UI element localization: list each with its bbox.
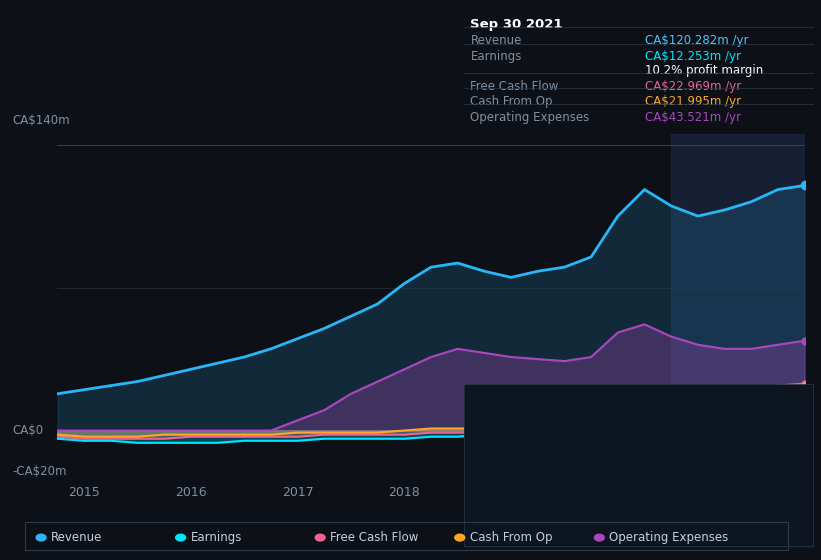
Text: 10.2% profit margin: 10.2% profit margin xyxy=(645,64,764,77)
Text: Cash From Op: Cash From Op xyxy=(470,531,552,544)
Text: -CA$20m: -CA$20m xyxy=(12,465,67,478)
Text: Earnings: Earnings xyxy=(190,531,242,544)
Text: Free Cash Flow: Free Cash Flow xyxy=(470,80,559,92)
Text: CA$120.282m /yr: CA$120.282m /yr xyxy=(645,34,749,46)
Text: Earnings: Earnings xyxy=(470,50,522,63)
Text: Revenue: Revenue xyxy=(470,34,522,46)
Text: Cash From Op: Cash From Op xyxy=(470,95,553,108)
Text: CA$43.521m /yr: CA$43.521m /yr xyxy=(645,111,741,124)
Text: Sep 30 2021: Sep 30 2021 xyxy=(470,18,563,31)
Text: CA$0: CA$0 xyxy=(12,424,44,437)
Text: Revenue: Revenue xyxy=(51,531,103,544)
Text: CA$22.969m /yr: CA$22.969m /yr xyxy=(645,80,741,92)
Text: Operating Expenses: Operating Expenses xyxy=(470,111,589,124)
Bar xyxy=(671,134,805,482)
Text: CA$12.253m /yr: CA$12.253m /yr xyxy=(645,50,741,63)
Text: Operating Expenses: Operating Expenses xyxy=(609,531,728,544)
Text: Free Cash Flow: Free Cash Flow xyxy=(330,531,419,544)
Text: CA$140m: CA$140m xyxy=(12,114,71,128)
Text: CA$21.995m /yr: CA$21.995m /yr xyxy=(645,95,741,108)
